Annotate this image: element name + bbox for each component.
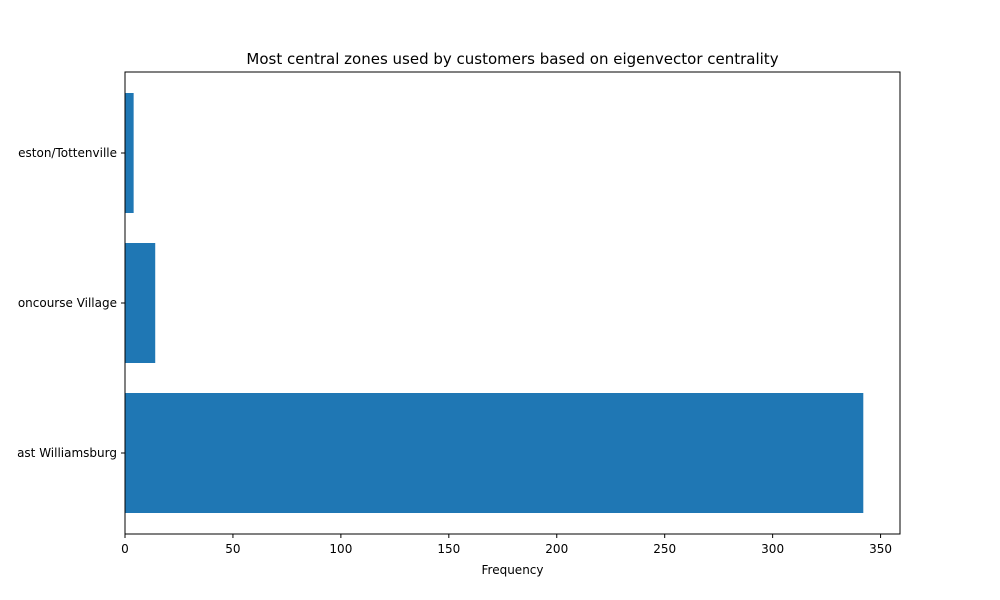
x-tick-label: 100: [329, 542, 352, 556]
y-tick-label: oncourse Village: [18, 296, 117, 310]
y-tick-label: eston/Tottenville: [18, 146, 117, 160]
bar-3: [125, 93, 134, 213]
bars-group: [125, 93, 864, 513]
bar-2: [125, 243, 156, 363]
bar-1: [125, 393, 864, 513]
x-tick-label: 0: [121, 542, 129, 556]
x-tick-label: 150: [437, 542, 460, 556]
plot-frame: [124, 71, 901, 535]
x-axis-ticks: 0 50 100 150 200 250 300 350: [121, 534, 892, 556]
x-tick-label: 50: [225, 542, 240, 556]
x-tick-label: 250: [653, 542, 676, 556]
x-tick-label: 300: [761, 542, 784, 556]
x-tick-label: 350: [869, 542, 892, 556]
x-tick-label: 200: [545, 542, 568, 556]
chart-title: Most central zones used by customers bas…: [246, 50, 778, 68]
y-tick-label: ast Williamsburg: [17, 446, 117, 460]
y-axis-ticks: ast Williamsburg oncourse Village eston/To…: [17, 146, 125, 460]
x-axis-label: Frequency: [482, 563, 544, 577]
